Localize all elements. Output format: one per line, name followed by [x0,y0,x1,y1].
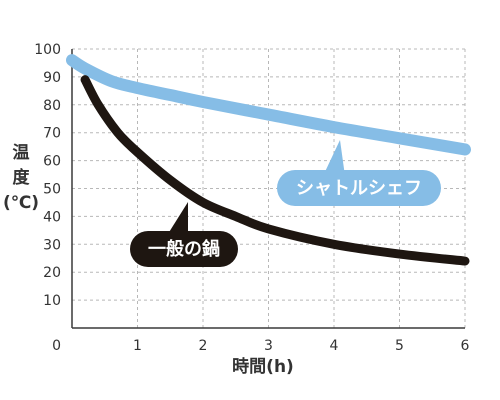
y-axis-label-char-1: 温 [13,143,30,163]
regular-pot-label: 一般の鍋 [130,202,238,267]
shuttle-chef-pointer [323,140,345,176]
regular-pot-label-text: 一般の鍋 [148,238,220,260]
y-tick-label-80: 80 [43,98,61,114]
x-tick-label-2: 2 [199,338,208,354]
y-tick-label-40: 40 [43,209,61,225]
regular-pot-pointer [166,202,188,237]
y-axis-label: 温 度 (℃) [3,143,39,213]
x-tick-label-5: 5 [395,338,404,354]
ticks-layer: 10 20 30 40 50 60 70 80 90 100 0 1 2 3 4 5 6 [34,42,469,354]
y-axis-label-char-2: 度 [13,167,31,188]
y-tick-label-90: 90 [43,70,61,86]
y-axis-label-unit: (℃) [3,193,39,213]
shuttle-chef-badge [277,170,441,206]
x-tick-label-1: 1 [133,338,142,354]
x-tick-label-3: 3 [264,338,273,354]
series-layer [66,54,471,266]
shuttle-chef-series-line [66,54,471,156]
regular-pot-series-line [80,75,470,266]
shuttle-chef-label-text: シャトルシェフ [296,178,422,199]
y-tick-label-50: 50 [43,182,61,198]
x-tick-label-0: 0 [52,338,61,354]
y-tick-label-10: 10 [43,293,61,309]
y-tick-label-20: 20 [43,265,61,281]
regular-pot-badge [130,231,238,267]
y-tick-label-70: 70 [43,126,61,142]
x-tick-label-6: 6 [461,338,470,354]
y-tick-label-100: 100 [34,42,61,58]
x-axis-label: 時間(h) [232,356,294,377]
shuttle-chef-label: シャトルシェフ [277,140,441,206]
y-tick-label-60: 60 [43,154,61,170]
axes-layer [71,49,465,329]
x-tick-label-4: 4 [330,338,339,354]
y-tick-label-30: 30 [43,237,61,253]
